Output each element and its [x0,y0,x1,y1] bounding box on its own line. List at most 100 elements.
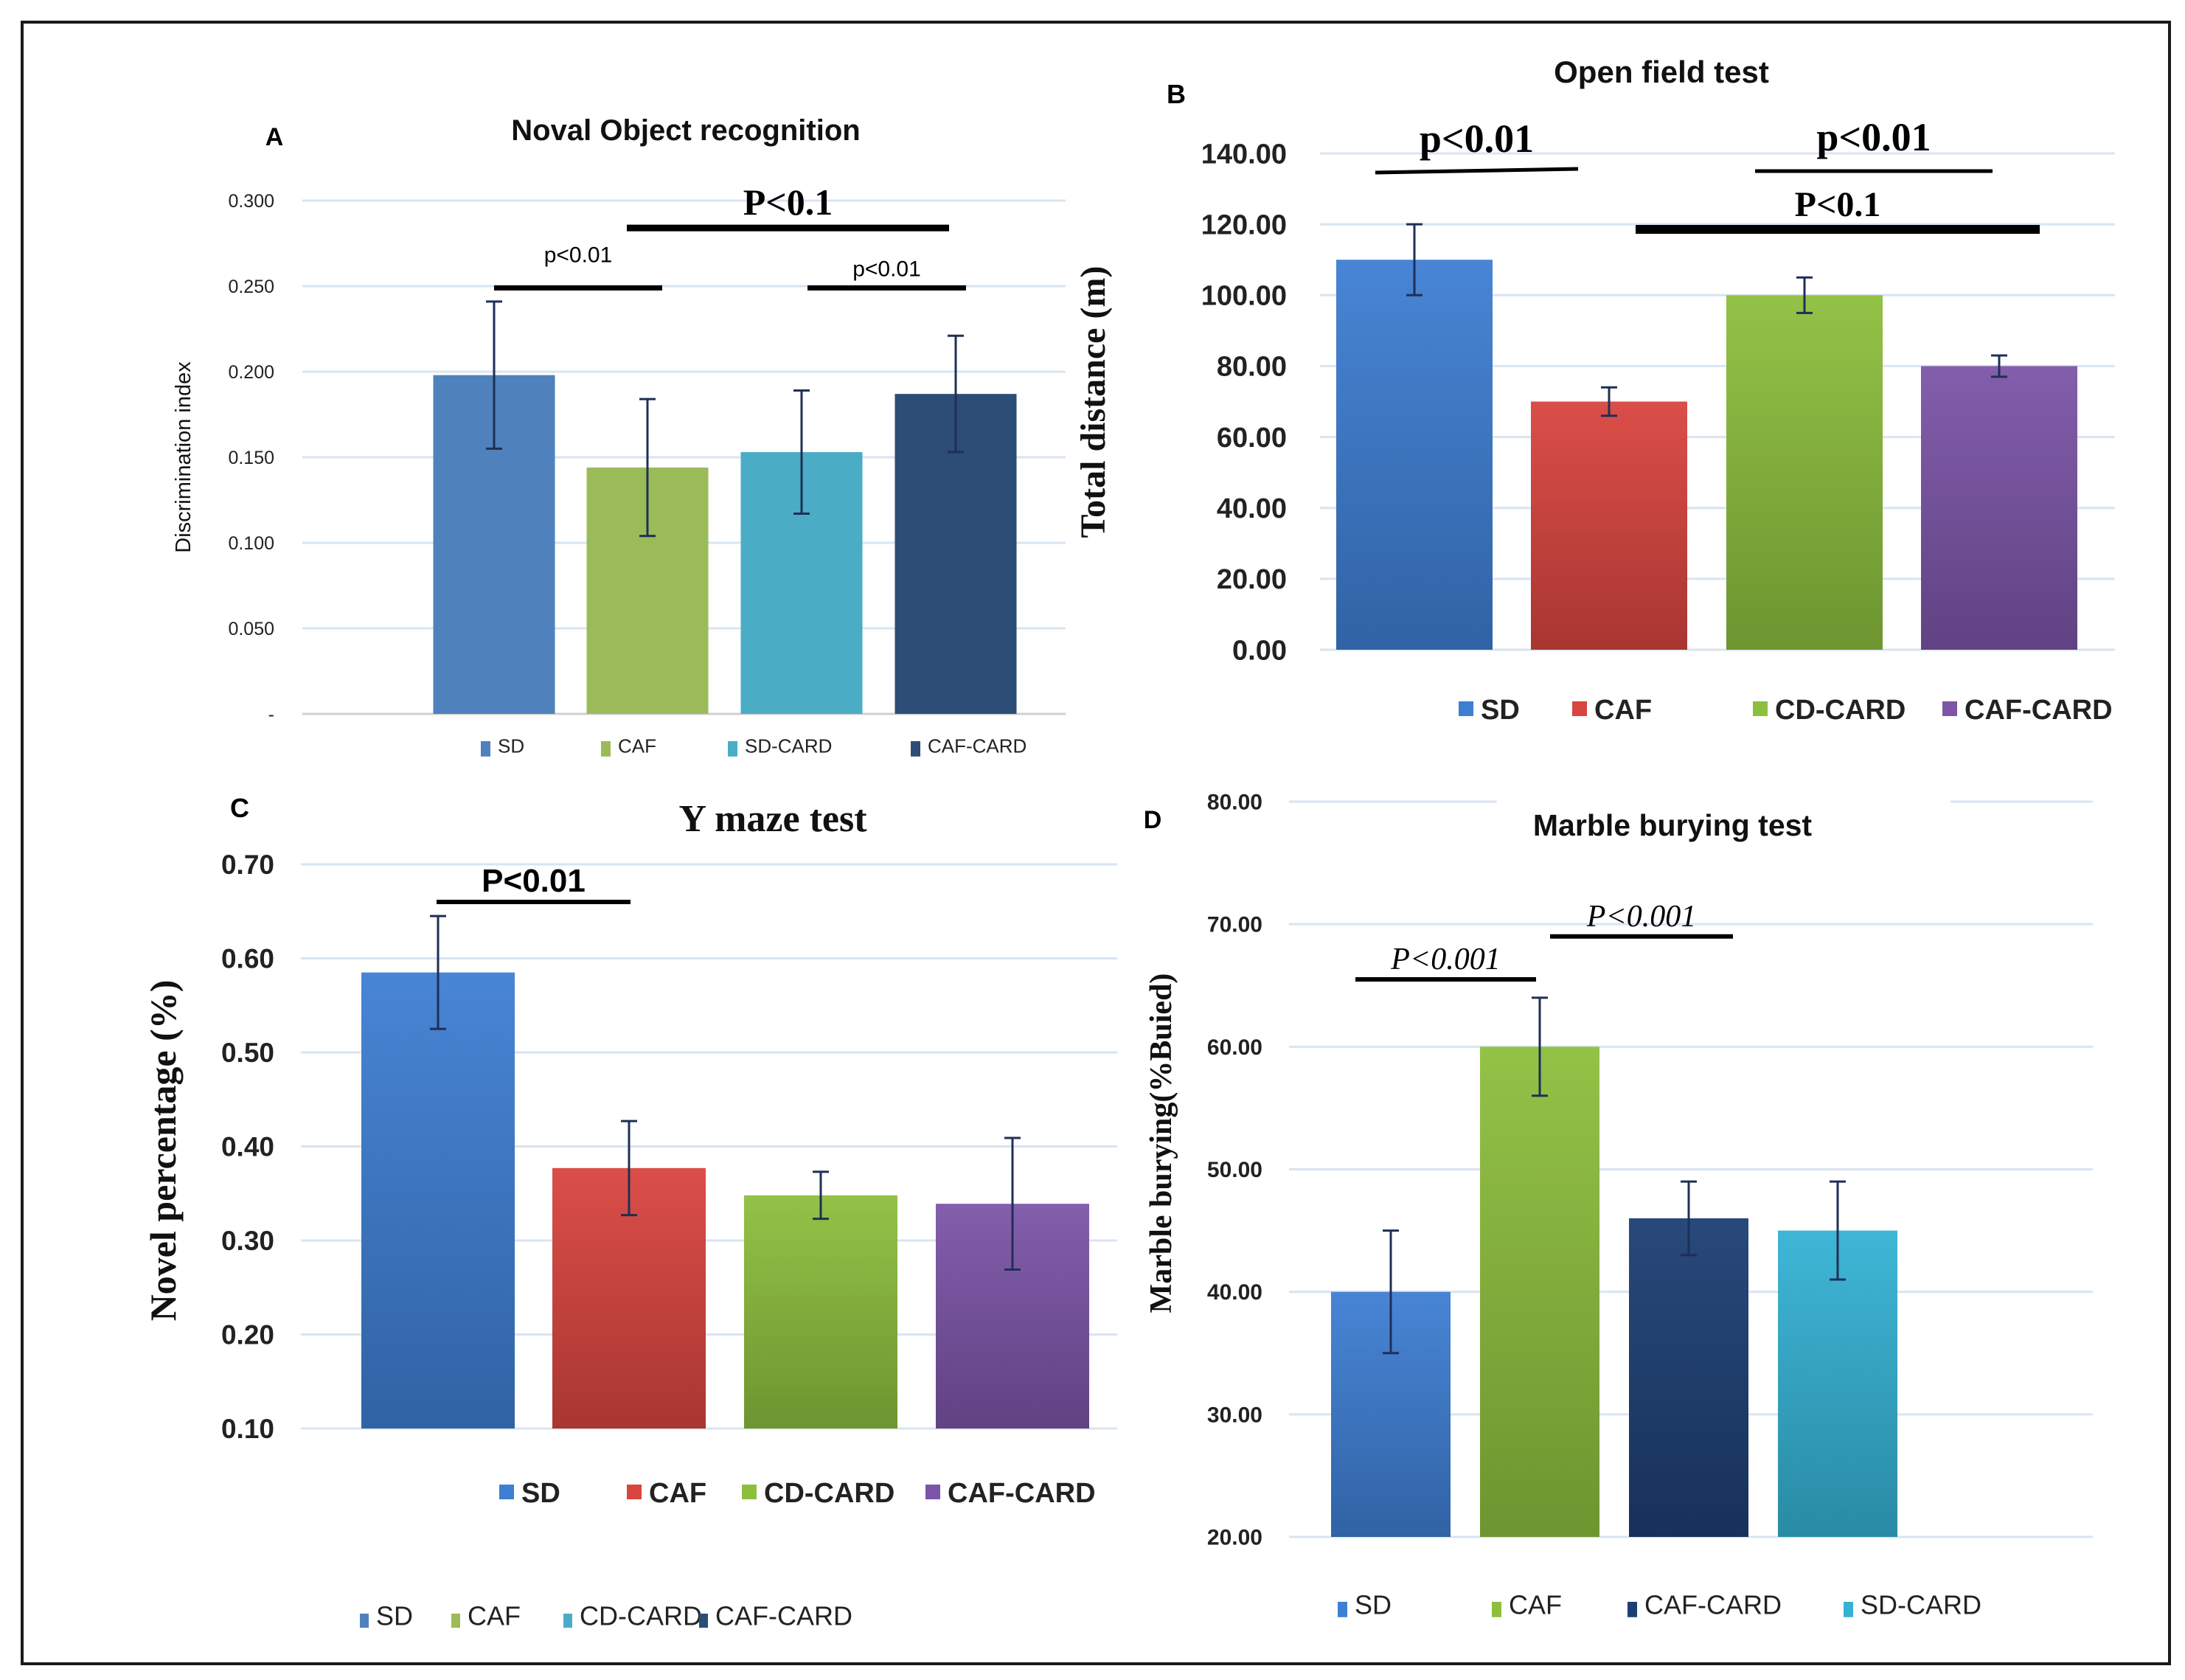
legend-label: SD [1355,1590,1392,1620]
y-tick-label: 40.00 [1217,493,1287,524]
y-tick-label: 20.00 [1207,1526,1262,1550]
legend-label: CD-CARD [580,1601,702,1631]
panel-letter: A [265,123,284,151]
significance-label: p<0.01 [544,243,613,267]
y-tick-label: - [268,704,274,725]
chart-title: Noval Object recognition [511,114,860,147]
legend-swatch [728,741,737,757]
legend-swatch [925,1485,940,1499]
legend-swatch [742,1485,757,1499]
y-tick-label: 0.40 [221,1131,274,1162]
chart-title: Marble burying test [1533,808,1813,842]
panel-a: A - 0.050 0.100 0.150 0.200 0.250 0.300 Noval Ob… [172,114,1066,757]
bar-caf [1480,1046,1599,1537]
y-tick-label: 0.10 [221,1414,274,1444]
y-tick-label: 120.00 [1201,209,1287,240]
bar-cd-card [1726,295,1883,650]
y-tick-label: 0.200 [228,362,274,383]
legend-swatch [601,741,611,757]
legend-label: SD-CARD [1861,1590,1981,1620]
significance-label: P<0.01 [482,863,586,899]
y-tick-label: 60.00 [1217,423,1287,454]
y-tick-label: 0.250 [228,277,274,297]
bar-sd [361,972,515,1429]
legend-swatch [1628,1602,1637,1617]
y-tick-label: 0.050 [228,619,274,639]
legend-swatch [499,1485,514,1499]
y-tick-label: 20.00 [1217,564,1287,595]
y-tick-label: 100.00 [1201,281,1287,312]
panel-b: B 0.00 20.00 40.00 60.00 80.00 100.00 120.00 140… [1074,55,2115,726]
legend-label: SD-CARD [745,735,832,757]
legend-swatch [699,1614,708,1628]
significance-label: p<0.01 [1816,115,1931,159]
bar-cd-card [744,1195,897,1429]
legend-swatch [627,1485,642,1499]
legend-label: SD [521,1478,560,1509]
legend-swatch [360,1614,369,1628]
legend-label: CAF-CARD [948,1478,1096,1509]
bar-caf [1531,401,1687,650]
significance-label: p<0.01 [852,257,921,281]
legend-label: SD [1481,695,1520,726]
legend: SD CAF CD-CARD CAF-CARD [1459,695,2113,726]
y-tick-label: 0.00 [1232,635,1287,666]
y-tick-label: 0.150 [228,448,274,468]
panel-letter: D [1144,806,1162,834]
legend-swatch [911,741,920,757]
y-tick-label: 0.20 [221,1319,274,1350]
legend-label: SD [498,735,524,757]
legend-label: CAF [468,1601,521,1631]
y-tick-label: 0.100 [228,533,274,554]
legend-swatch [451,1614,460,1628]
bar-caf-card [1629,1218,1748,1537]
panel-letter: C [230,793,249,823]
y-tick-label: 40.00 [1207,1280,1262,1305]
y-tick-label: 80.00 [1217,352,1287,383]
chart-title: Y maze test [678,798,867,840]
significance-label: p<0.01 [1420,117,1534,161]
legend-label: CAF [649,1478,706,1509]
chart-title: Open field test [1554,55,1769,89]
legend-label: CAF [1509,1590,1562,1620]
y-tick-label: 80.00 [1207,791,1262,815]
panel-c: C 0.10 0.20 0.30 0.40 0.50 0.60 0.70 Y maze test… [142,793,1117,1631]
y-tick-label: 0.60 [221,943,274,973]
y-tick-label: 0.30 [221,1226,274,1256]
y-tick-label: 0.300 [228,191,274,212]
legend-label: SD [376,1601,413,1631]
legend-label: CD-CARD [1775,695,1906,726]
y-axis-label: Marble burying(%Buied) [1144,973,1178,1313]
significance-label: P<0.001 [1586,900,1697,934]
significance-label: P<0.1 [1795,185,1881,224]
significance-label: P<0.1 [743,181,833,223]
y-tick-label: 60.00 [1207,1035,1262,1060]
bar-sd [1336,260,1493,650]
bar-caf-card [1921,366,2077,650]
legend-swatch [1942,701,1957,716]
bar-sd-card [1778,1230,1897,1537]
y-tick-label: 70.00 [1207,913,1262,937]
y-tick-label: 30.00 [1207,1403,1262,1427]
legend-swatch [563,1614,572,1628]
panel-letter: B [1167,79,1186,109]
legend-label: CAF-CARD [928,735,1027,757]
y-axis-label: Total distance (m) [1074,266,1113,538]
secondary-legend: SD CAF CD-CARD CAF-CARD [360,1601,852,1631]
legend-swatch [1492,1602,1501,1617]
legend-label: CAF-CARD [715,1601,852,1631]
y-axis-label: Novel percentage (%) [142,980,184,1322]
legend: SD CAF SD-CARD CAF-CARD [481,735,1027,757]
legend-label: CAF [618,735,656,757]
significance-label: P<0.001 [1390,943,1501,976]
legend-swatch [481,741,490,757]
legend-label: CAF-CARD [1965,695,2113,726]
y-axis-label: Discrimination index [172,361,195,553]
legend-label: CAF [1594,695,1652,726]
legend-label: CD-CARD [764,1478,895,1509]
y-tick-label: 0.50 [221,1038,274,1068]
legend-label: CAF-CARD [1644,1590,1782,1620]
legend-swatch [1459,701,1473,716]
legend: SD CAF CAF-CARD SD-CARD [1338,1590,1981,1620]
y-tick-label: 0.70 [221,850,274,880]
